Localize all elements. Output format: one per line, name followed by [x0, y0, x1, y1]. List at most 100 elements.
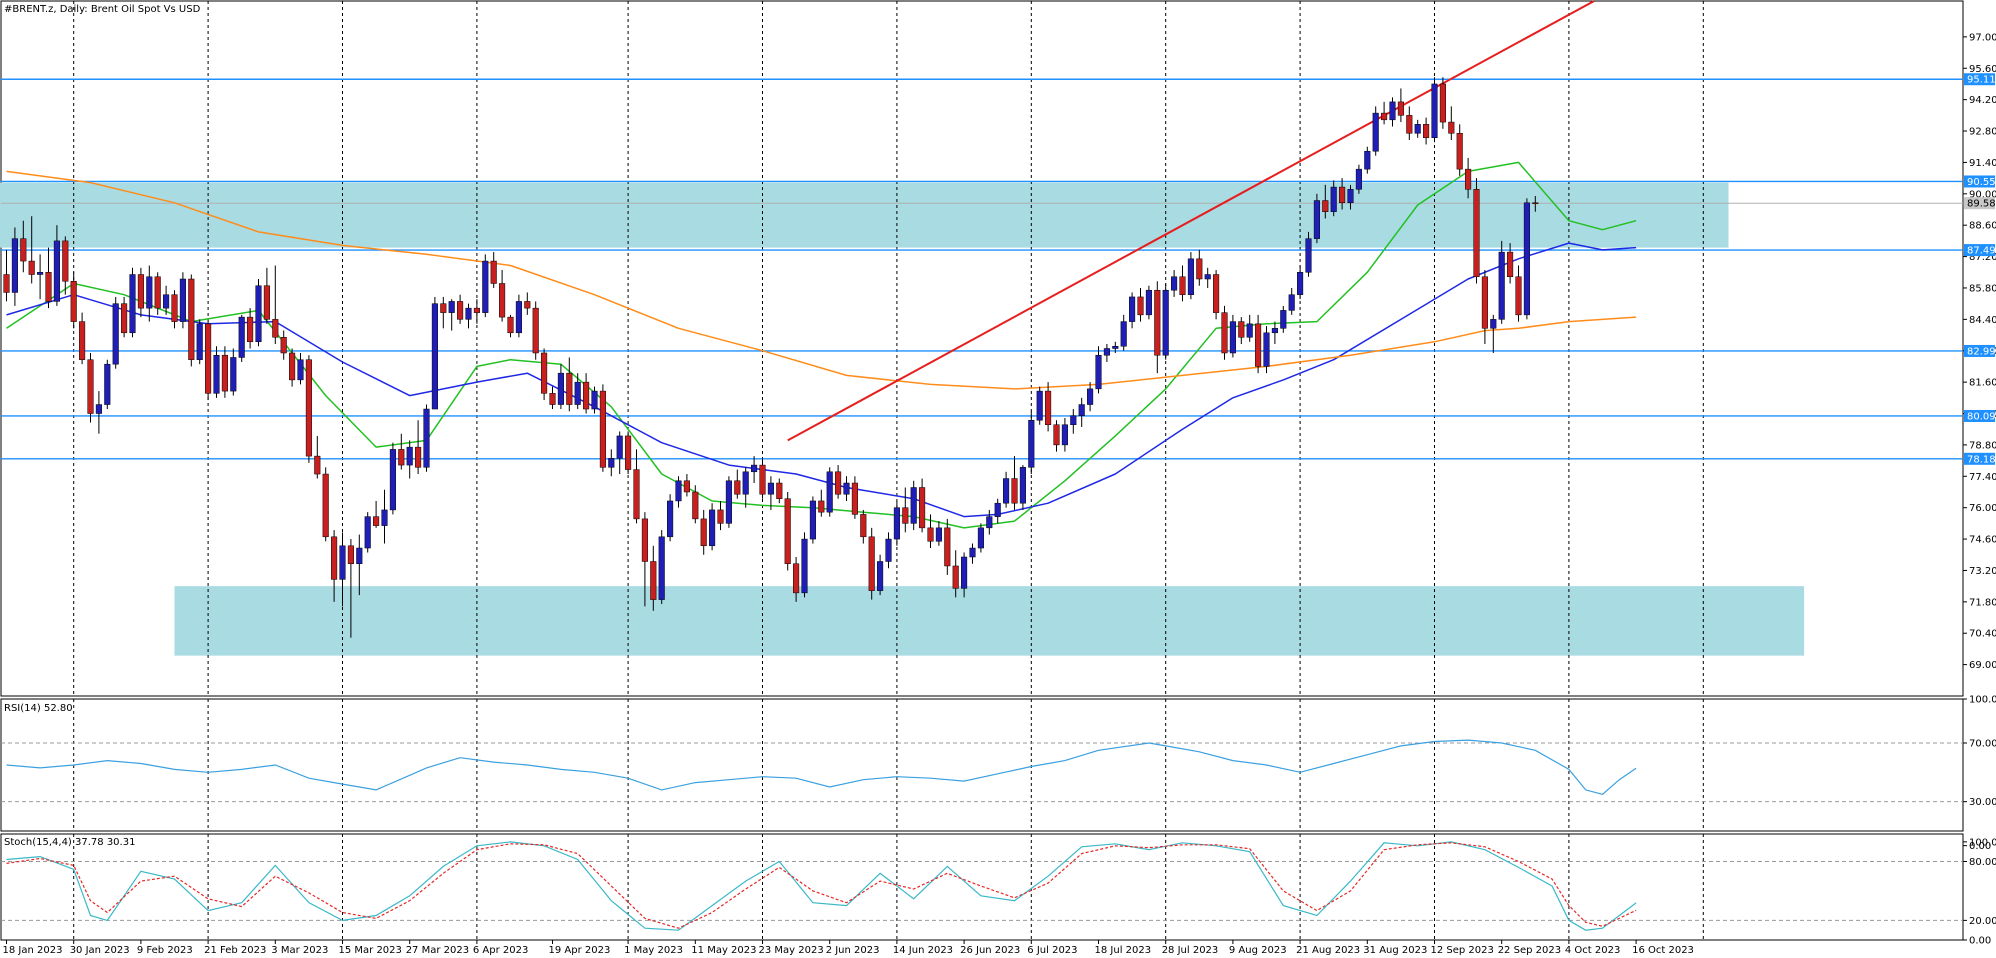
candle [1481, 270, 1488, 345]
candle [339, 532, 346, 607]
candle [322, 467, 329, 542]
candle-body-bear [137, 274, 144, 309]
candle-body-bear [272, 319, 279, 338]
candle [910, 480, 917, 531]
candle-body-bull [1280, 310, 1287, 329]
candle-body-bear [625, 435, 632, 470]
candle-body-bull [129, 274, 136, 334]
candle-body-bull [11, 238, 18, 293]
candle [79, 312, 86, 365]
candle-body-bull [1162, 289, 1169, 356]
candle [448, 299, 455, 331]
candle [95, 391, 102, 434]
rsi-panel[interactable]: 100.00 70.00 30.00 0.00 RSI(14) 52.80 [0, 695, 1996, 853]
candle [843, 476, 850, 501]
candle-body-bear [1507, 251, 1514, 278]
candle-body-bull [1229, 321, 1236, 354]
candle [1112, 341, 1119, 353]
time-tick-label: 9 Feb 2023 [137, 945, 193, 956]
candle-body-bull [751, 464, 758, 473]
candle-body-bear [549, 393, 556, 405]
candle [305, 355, 312, 463]
candle [734, 469, 741, 499]
candle-body-bull [196, 323, 203, 360]
price-panel[interactable]: 97.00 95.60 94.20 92.80 91.40 90.00 88.60 87.20… [0, 0, 1996, 697]
candle [759, 458, 766, 499]
candle [1397, 88, 1404, 123]
candle [742, 467, 749, 508]
candle-body-bull [482, 260, 489, 313]
candle-body-bull [910, 487, 917, 524]
time-tick-label: 26 Jun 2023 [960, 945, 1020, 956]
horizontal-levels[interactable] [1, 78, 1963, 460]
candle [1213, 270, 1220, 320]
candle-body-bear [717, 509, 724, 524]
price-tick-label: 71.80 [1969, 597, 1996, 608]
level-label-text: 87.49 [1967, 246, 1996, 257]
candle [1456, 124, 1463, 176]
candle [280, 330, 287, 360]
candle-body-bear [1154, 289, 1161, 356]
candle-body-bear [1456, 133, 1463, 170]
candle-body-bull [667, 500, 674, 538]
rsi-tick-label: 30.00 [1969, 797, 1996, 808]
candle-body-bear [1532, 202, 1539, 205]
candle-body-bear [566, 372, 573, 405]
rsi-tick-label: 100.00 [1969, 695, 1996, 706]
candle [1473, 178, 1480, 284]
candle [667, 494, 674, 542]
candle-body-bull [986, 516, 993, 529]
candle-body-bull [1036, 390, 1043, 421]
candle [28, 216, 35, 284]
candle-body-bear [289, 352, 296, 381]
level-label-bg [1964, 244, 1995, 257]
candle [1389, 97, 1396, 127]
time-tick-label: 31 Aug 2023 [1363, 945, 1427, 956]
candle [11, 227, 18, 306]
candle [490, 252, 497, 288]
candle [272, 265, 279, 345]
candle-body-bull [389, 449, 396, 511]
trendline[interactable] [787, 0, 1595, 442]
candle [809, 496, 816, 544]
candle-body-bear [263, 285, 270, 320]
stochastic-lines [6, 841, 1637, 931]
candle-body-bear [734, 480, 741, 495]
candle-body-bear [20, 238, 27, 262]
candle-body-bull [1171, 276, 1178, 291]
candle [440, 296, 447, 329]
time-tick-label: 18 Jan 2023 [3, 945, 63, 956]
candle [1330, 180, 1337, 217]
candle-body-bull [1330, 186, 1337, 212]
candle-body-bull [977, 527, 984, 549]
candle-body-bear [583, 381, 590, 410]
candle-body-bear [331, 536, 338, 580]
rsi-title: RSI(14) 52.80 [4, 703, 73, 714]
candle-body-bull [1112, 346, 1119, 349]
candle [473, 299, 480, 324]
candle-body-bull [1355, 168, 1362, 190]
candle-body-bull [255, 285, 262, 343]
time-tick-label: 18 Jul 2023 [1095, 945, 1152, 956]
candle [1364, 146, 1371, 174]
candle [524, 292, 531, 315]
candle [196, 319, 203, 365]
candle-body-bear [818, 500, 825, 513]
price-panel-frame [0, 0, 1964, 697]
candle-body-bear [1221, 312, 1228, 354]
candle-body-bear [457, 301, 464, 320]
candle [700, 509, 707, 555]
price-tick-label: 70.40 [1969, 629, 1996, 640]
candle [1280, 305, 1287, 333]
candle-body-bear [205, 323, 212, 394]
price-tick-label: 88.60 [1969, 221, 1996, 232]
candle [1297, 265, 1304, 300]
time-tick-label: 6 Jul 2023 [1027, 945, 1077, 956]
level-label-text: 78.18 [1967, 454, 1996, 465]
stochastic-panel[interactable]: 100.00 80.00 20.00 0.00 Stoch(15,4,4) 37.78… [0, 833, 1996, 947]
trendline-line [787, 0, 1595, 442]
candle [725, 476, 732, 528]
candle [1145, 285, 1152, 320]
candle-body-bull [1145, 289, 1152, 316]
